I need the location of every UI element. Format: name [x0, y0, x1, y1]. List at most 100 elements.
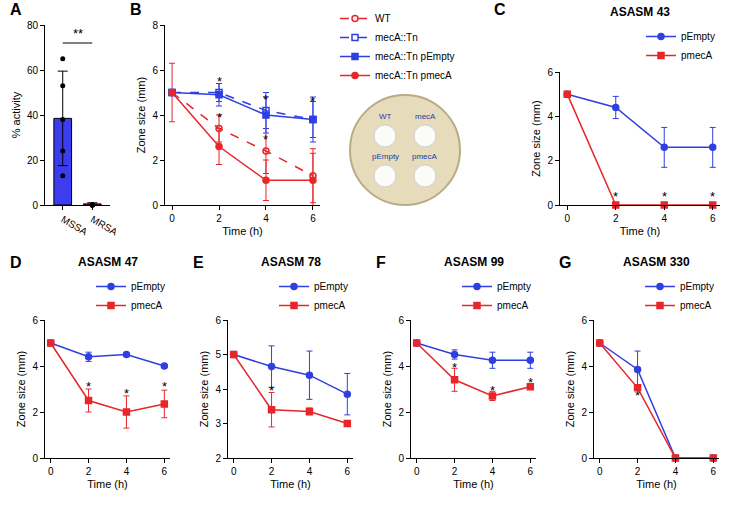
svg-text:ASASM 43: ASASM 43: [610, 5, 670, 19]
svg-text:*: *: [269, 383, 274, 398]
svg-text:2: 2: [547, 155, 553, 166]
svg-text:2: 2: [215, 453, 221, 464]
svg-text:pmecA: pmecA: [412, 152, 438, 161]
svg-text:2: 2: [613, 213, 619, 224]
svg-text:Time (h): Time (h): [222, 225, 263, 237]
svg-text:*: *: [490, 383, 495, 398]
svg-text:0: 0: [398, 453, 404, 464]
svg-text:Time (h): Time (h): [270, 478, 311, 490]
svg-text:6: 6: [152, 65, 158, 76]
svg-text:Zone size (mm): Zone size (mm): [530, 100, 542, 176]
svg-text:4: 4: [32, 361, 38, 372]
svg-text:D: D: [10, 254, 22, 271]
svg-text:pmecA: pmecA: [314, 300, 345, 311]
svg-text:6: 6: [310, 213, 316, 224]
svg-text:Time (h): Time (h): [87, 478, 128, 490]
svg-text:*: *: [452, 360, 457, 375]
svg-text:60: 60: [27, 65, 39, 76]
svg-text:6: 6: [547, 67, 553, 78]
svg-text:pEmpty: pEmpty: [131, 281, 165, 292]
svg-text:F: F: [376, 254, 386, 271]
svg-text:4: 4: [490, 466, 496, 477]
svg-text:pmecA: pmecA: [131, 300, 162, 311]
svg-text:2: 2: [398, 407, 404, 418]
svg-text:pEmpty: pEmpty: [314, 281, 348, 292]
svg-text:2: 2: [581, 407, 587, 418]
svg-text:mecA::Tn pmecA: mecA::Tn pmecA: [375, 70, 452, 81]
svg-text:80: 80: [27, 20, 39, 31]
svg-text:mecA::Tn pEmpty: mecA::Tn pEmpty: [375, 51, 454, 62]
svg-text:C: C: [494, 1, 506, 18]
svg-text:pEmpty: pEmpty: [680, 281, 714, 292]
svg-text:*: *: [217, 74, 222, 89]
svg-text:mecA: mecA: [415, 112, 436, 121]
svg-text:0: 0: [32, 453, 38, 464]
svg-text:ASASM 47: ASASM 47: [78, 255, 138, 269]
svg-text:2: 2: [269, 466, 275, 477]
svg-text:E: E: [193, 254, 204, 271]
svg-text:pEmpty: pEmpty: [497, 281, 531, 292]
svg-text:6: 6: [528, 466, 534, 477]
svg-text:MSSA: MSSA: [59, 214, 89, 238]
svg-text:4: 4: [581, 361, 587, 372]
svg-text:WT: WT: [379, 112, 392, 121]
svg-text:Zone size (mm): Zone size (mm): [564, 351, 576, 427]
svg-text:4: 4: [152, 110, 158, 121]
svg-text:*: *: [635, 388, 640, 403]
svg-text:*: *: [217, 110, 222, 125]
svg-text:Zone size (mm): Zone size (mm): [15, 351, 27, 427]
svg-text:*: *: [310, 94, 315, 109]
svg-text:A: A: [10, 1, 22, 18]
svg-text:*: *: [263, 92, 268, 107]
svg-text:*: *: [263, 132, 268, 147]
svg-text:0: 0: [32, 200, 38, 211]
svg-text:6: 6: [581, 315, 587, 326]
svg-text:4: 4: [124, 466, 130, 477]
svg-text:8: 8: [152, 20, 158, 31]
svg-text:pmecA: pmecA: [681, 50, 712, 61]
svg-text:pEmpty: pEmpty: [372, 152, 399, 161]
svg-text:*: *: [86, 379, 91, 394]
svg-text:4: 4: [673, 466, 679, 477]
svg-text:6: 6: [162, 466, 168, 477]
svg-text:% activity: % activity: [10, 91, 22, 138]
svg-text:0: 0: [564, 213, 570, 224]
svg-text:ASASM 78: ASASM 78: [261, 255, 321, 269]
svg-text:4: 4: [263, 213, 269, 224]
svg-text:2: 2: [635, 466, 641, 477]
svg-text:0: 0: [152, 200, 158, 211]
svg-text:6: 6: [32, 315, 38, 326]
svg-text:**: **: [73, 26, 83, 41]
svg-text:0: 0: [581, 453, 587, 464]
svg-text:MRSA: MRSA: [89, 214, 120, 238]
svg-text:4: 4: [661, 213, 667, 224]
svg-text:4: 4: [307, 466, 313, 477]
svg-text:0: 0: [547, 200, 553, 211]
svg-text:Zone size (mm): Zone size (mm): [198, 351, 210, 427]
svg-text:mecA::Tn: mecA::Tn: [375, 32, 418, 43]
svg-text:G: G: [559, 254, 571, 271]
svg-text:pmecA: pmecA: [497, 300, 528, 311]
svg-text:4: 4: [547, 111, 553, 122]
svg-text:*: *: [124, 386, 129, 401]
svg-text:4: 4: [215, 384, 221, 395]
svg-text:Zone size (mm): Zone size (mm): [135, 77, 147, 153]
svg-text:20: 20: [27, 155, 39, 166]
svg-text:*: *: [528, 375, 533, 390]
svg-text:0: 0: [414, 466, 420, 477]
svg-text:Time (h): Time (h): [620, 225, 661, 237]
svg-text:2: 2: [452, 466, 458, 477]
svg-text:2: 2: [152, 155, 158, 166]
svg-text:6: 6: [710, 213, 716, 224]
svg-text:5: 5: [215, 349, 221, 360]
svg-text:*: *: [162, 379, 167, 394]
svg-text:40: 40: [27, 110, 39, 121]
svg-text:*: *: [662, 189, 667, 204]
svg-text:2: 2: [32, 407, 38, 418]
svg-text:pmecA: pmecA: [680, 300, 711, 311]
svg-text:ASASM 99: ASASM 99: [444, 255, 504, 269]
svg-text:B: B: [130, 1, 142, 18]
svg-text:6: 6: [345, 466, 351, 477]
svg-text:3: 3: [215, 418, 221, 429]
svg-text:4: 4: [398, 361, 404, 372]
